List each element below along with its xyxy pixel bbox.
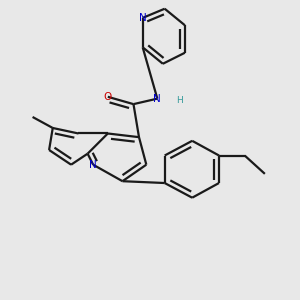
Text: N: N	[154, 94, 161, 103]
Text: O: O	[104, 92, 112, 102]
Text: H: H	[176, 96, 183, 105]
Text: N: N	[139, 13, 146, 23]
Text: N: N	[89, 160, 97, 170]
